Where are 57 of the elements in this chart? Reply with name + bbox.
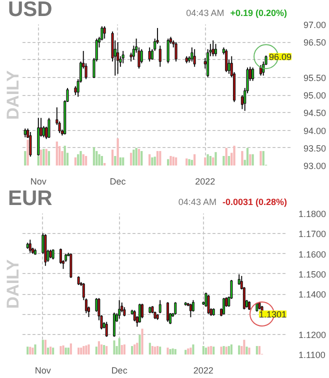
y-tick-label: 93.00: [304, 161, 326, 171]
candlestick: [166, 38, 170, 64]
candlestick: [103, 26, 106, 40]
y-tick-label: 1.1600: [298, 249, 326, 260]
candlestick: [207, 294, 210, 314]
candlestick: [105, 321, 108, 338]
candlestick: [225, 48, 228, 73]
candlestick: [48, 117, 50, 139]
y-tick-label: 1.1200: [298, 330, 326, 340]
chart-title: EUR: [8, 188, 52, 210]
text: 04:43 AM: [186, 8, 224, 18]
candlestick: [214, 43, 218, 57]
x-tick-label: Dec: [110, 176, 126, 186]
candlestick: [148, 46, 151, 62]
y-tick-label: 1.1500: [298, 269, 326, 280]
candlestick: [174, 302, 177, 316]
candlestick: [28, 239, 32, 254]
candlestick: [118, 300, 121, 320]
y-tick-label: 94.00: [304, 126, 326, 136]
candlestick: [70, 252, 72, 278]
y-tick-label: 1.1100: [298, 350, 326, 360]
candlestick: [193, 48, 196, 68]
y-tick-label: 95.50: [304, 72, 326, 83]
x-tick-label: 2022: [195, 176, 216, 186]
candlestick: [238, 274, 240, 286]
y-tick-label: 1.1700: [298, 229, 326, 240]
candlestick: [29, 132, 32, 158]
candlestick: [141, 303, 144, 319]
y-tick-label: 97.00: [304, 20, 326, 30]
candlestick: [189, 303, 192, 318]
x-tick-label: Nov: [34, 366, 52, 376]
y-tick-label: 1.1800: [298, 209, 326, 219]
y-tick-label: 1.1400: [298, 290, 326, 300]
text: 04:43 AM: [178, 197, 216, 208]
y-tick-label: 94.50: [304, 108, 326, 118]
candlestick: [212, 40, 214, 57]
x-tick-label: Dec: [111, 366, 128, 376]
text: +0.19 (0.20%): [230, 8, 287, 18]
candlestick: [122, 50, 124, 64]
x-tick-label: Nov: [30, 176, 47, 186]
candlestick: [158, 300, 162, 314]
y-tick-label: 95.00: [304, 90, 326, 100]
text: -0.0031 (0.28%): [222, 197, 287, 208]
y-tick-label: 93.50: [304, 143, 326, 154]
y-tick-label: 96.50: [304, 38, 326, 48]
candlestick: [158, 45, 162, 68]
annotation: 1.1301: [258, 310, 287, 320]
annotation: 96.09: [268, 52, 292, 62]
candlestick: [138, 303, 141, 324]
chart-title: USD: [8, 0, 52, 21]
x-tick-label: 2022: [193, 366, 214, 376]
candlestick: [112, 312, 116, 338]
candlestick: [174, 42, 178, 62]
candlestick: [252, 67, 254, 82]
candlestick: [166, 302, 169, 322]
candlestick: [116, 42, 120, 74]
candlestick: [222, 297, 226, 316]
